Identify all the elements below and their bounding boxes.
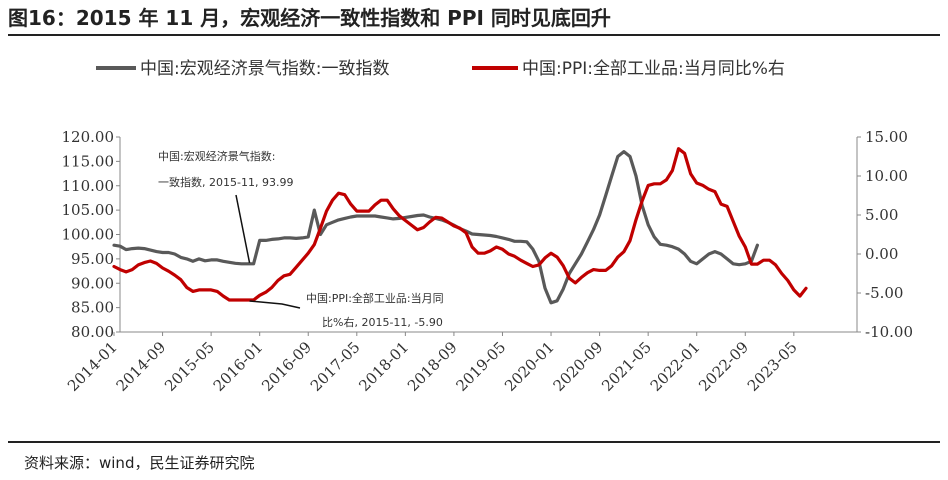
left-tick-label: 95.00 <box>71 250 114 268</box>
annotation-index-leader <box>235 194 251 263</box>
right-tick-label: -10.00 <box>865 323 913 341</box>
annotation-index-line1: 中国:宏观经济景气指数: <box>158 149 275 163</box>
x-tick-label: 2016-09 <box>258 338 315 395</box>
figure-title: 图16：2015 年 11 月，宏观经济一致性指数和 PPI 同时见底回升 <box>8 6 611 30</box>
source-note: 资料来源：wind，民生证券研究院 <box>24 454 255 472</box>
x-tick-label: 2021-05 <box>598 338 655 395</box>
x-tick-label: 2022-01 <box>647 338 704 395</box>
left-tick-label: 110.00 <box>62 177 115 195</box>
right-tick-label: -5.00 <box>865 284 903 302</box>
series-line-ppi <box>112 147 808 302</box>
left-tick-label: 120.00 <box>62 128 115 146</box>
footer-rule <box>8 441 940 443</box>
right-tick-label: 5.00 <box>865 206 898 224</box>
x-tick-label: 2014-01 <box>64 338 121 395</box>
chart: 80.00 85.00 90.00 95.00 100.00 105.00 110.00 11… <box>62 59 914 395</box>
legend-label-index: 中国:宏观经济景气指数:一致指数 <box>140 59 389 79</box>
left-tick-label: 80.00 <box>71 323 114 341</box>
legend-label-ppi: 中国:PPI:全部工业品:当月同比%右 <box>522 59 785 79</box>
left-tick-label: 90.00 <box>71 274 114 292</box>
right-tick-label: 10.00 <box>865 167 908 185</box>
x-tick-label: 2015-05 <box>161 338 218 395</box>
x-tick-label: 2016-01 <box>210 338 267 395</box>
x-tick-label: 2014-09 <box>113 338 170 395</box>
left-tick-label: 85.00 <box>71 299 114 317</box>
left-tick-label: 115.00 <box>62 152 115 170</box>
x-tick-label: 2020-01 <box>501 338 558 395</box>
annotation-ppi-line1: 中国:PPI:全部工业品:当月同 <box>306 291 444 305</box>
x-tick-label: 2019-05 <box>452 338 509 395</box>
x-tick-label: 2020-09 <box>550 338 607 395</box>
x-tick-label: 2018-09 <box>404 338 461 395</box>
series-line-index <box>112 150 760 305</box>
x-tick-label: 2018-01 <box>355 338 412 395</box>
left-tick-label: 105.00 <box>62 201 115 219</box>
x-tick-label: 2017-05 <box>307 338 364 395</box>
right-tick-label: 0.00 <box>865 245 898 263</box>
annotation-ppi-line2: 比%右, 2015-11, -5.90 <box>322 315 443 329</box>
annotation-ppi-leader <box>249 300 301 309</box>
left-tick-label: 100.00 <box>62 226 115 244</box>
right-tick-label: 15.00 <box>865 128 908 146</box>
x-tick-label: 2023-05 <box>744 338 801 395</box>
x-tick-label: 2022-09 <box>695 338 752 395</box>
title-rule <box>8 34 940 36</box>
annotation-index-line2: 一致指数, 2015-11, 93.99 <box>158 175 293 189</box>
